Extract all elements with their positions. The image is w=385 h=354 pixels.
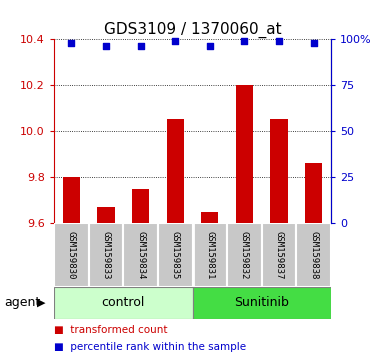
- Point: [103, 44, 109, 49]
- Bar: [201, 211, 219, 223]
- Text: ▶: ▶: [37, 298, 45, 308]
- Text: GSM159832: GSM159832: [240, 231, 249, 279]
- Bar: [123, 223, 158, 287]
- Bar: [305, 163, 323, 223]
- Text: GSM159837: GSM159837: [275, 231, 284, 279]
- Text: GSM159831: GSM159831: [205, 231, 214, 279]
- Text: ■  percentile rank within the sample: ■ percentile rank within the sample: [54, 342, 246, 352]
- Bar: [158, 223, 192, 287]
- Bar: [296, 223, 331, 287]
- Bar: [192, 287, 331, 319]
- Bar: [271, 119, 288, 223]
- Bar: [167, 119, 184, 223]
- Point: [172, 38, 178, 44]
- Point: [276, 38, 282, 44]
- Text: GSM159834: GSM159834: [136, 231, 145, 279]
- Point: [241, 38, 248, 44]
- Bar: [89, 223, 123, 287]
- Point: [207, 44, 213, 49]
- Text: Sunitinib: Sunitinib: [234, 296, 289, 309]
- Title: GDS3109 / 1370060_at: GDS3109 / 1370060_at: [104, 21, 281, 38]
- Bar: [227, 223, 262, 287]
- Point: [68, 40, 74, 45]
- Bar: [236, 85, 253, 223]
- Point: [311, 40, 317, 45]
- Bar: [132, 188, 149, 223]
- Point: [137, 44, 144, 49]
- Bar: [192, 223, 227, 287]
- Bar: [62, 177, 80, 223]
- Text: ■  transformed count: ■ transformed count: [54, 325, 167, 335]
- Text: GSM159838: GSM159838: [309, 231, 318, 279]
- Text: agent: agent: [4, 296, 40, 309]
- Bar: [54, 287, 192, 319]
- Bar: [262, 223, 296, 287]
- Text: GSM159830: GSM159830: [67, 231, 76, 279]
- Bar: [97, 207, 115, 223]
- Bar: [54, 223, 89, 287]
- Text: control: control: [102, 296, 145, 309]
- Text: GSM159835: GSM159835: [171, 231, 180, 279]
- Text: GSM159833: GSM159833: [101, 231, 110, 279]
